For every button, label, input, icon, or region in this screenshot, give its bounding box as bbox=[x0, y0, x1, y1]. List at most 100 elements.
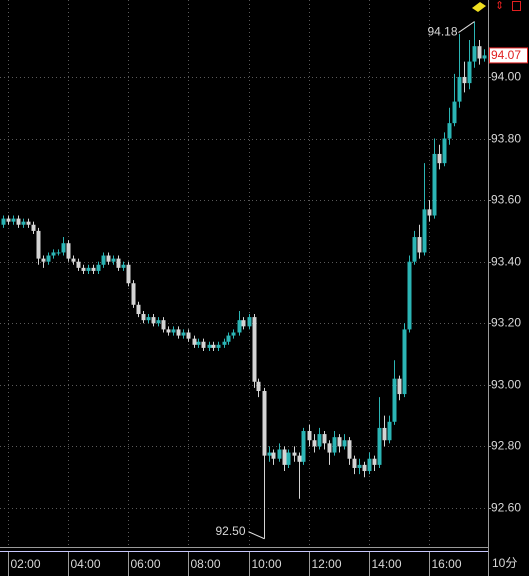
candle-body bbox=[46, 255, 51, 262]
candle-body bbox=[237, 320, 242, 333]
candle-body bbox=[86, 267, 91, 271]
candle-body bbox=[322, 434, 327, 444]
candle-body bbox=[432, 153, 437, 216]
last-price-box bbox=[489, 47, 528, 64]
candle-body bbox=[352, 458, 357, 468]
x-tick-label: 10:00 bbox=[252, 557, 282, 571]
candle-body bbox=[136, 304, 141, 315]
candle-body bbox=[66, 243, 71, 259]
candle-body bbox=[11, 218, 16, 222]
candle-body bbox=[301, 431, 306, 462]
candle-body bbox=[467, 61, 472, 84]
y-tick-label: 93.00 bbox=[491, 378, 521, 392]
candle-body bbox=[447, 123, 452, 139]
candle-body bbox=[241, 320, 246, 327]
candle-body bbox=[131, 283, 136, 305]
x-tick-label: 04:00 bbox=[71, 557, 101, 571]
candle-body bbox=[387, 421, 392, 441]
candle-body bbox=[126, 264, 131, 284]
candle-body bbox=[216, 344, 221, 348]
candle-body bbox=[96, 264, 101, 271]
candle-body bbox=[201, 341, 206, 348]
y-tick-label: 92.60 bbox=[491, 501, 521, 515]
x-tick-label: 06:00 bbox=[131, 557, 161, 571]
candle-body bbox=[297, 455, 302, 462]
y-tick-label: 93.60 bbox=[491, 193, 521, 207]
candle-body bbox=[31, 224, 36, 231]
candle-body bbox=[262, 390, 267, 456]
x-tick-label: 12:00 bbox=[312, 557, 342, 571]
y-tick-label: 93.40 bbox=[491, 255, 521, 269]
candle-body bbox=[457, 76, 462, 102]
candle-body bbox=[342, 440, 347, 447]
candle-body bbox=[116, 258, 121, 268]
candle-body bbox=[286, 452, 291, 465]
candle-body bbox=[36, 230, 41, 259]
candle-body bbox=[181, 332, 186, 336]
candle-body bbox=[56, 252, 61, 254]
candle-body bbox=[422, 209, 427, 253]
candle-body bbox=[377, 427, 382, 465]
candle-body bbox=[51, 252, 56, 256]
candle-body bbox=[252, 317, 257, 382]
candle-body bbox=[292, 452, 297, 456]
y-tick-label: 93.20 bbox=[491, 316, 521, 330]
candle-body bbox=[437, 153, 442, 164]
candle-body bbox=[247, 317, 252, 327]
icon-box[interactable] bbox=[512, 1, 521, 11]
candle-body bbox=[176, 329, 181, 336]
candle-body bbox=[6, 218, 11, 222]
candle-body bbox=[91, 267, 96, 271]
candle-body bbox=[226, 335, 231, 342]
candle-body bbox=[417, 237, 422, 253]
last-price-label: 94.07 bbox=[491, 48, 521, 62]
candle-body bbox=[156, 320, 161, 324]
candle-body bbox=[317, 434, 322, 447]
candle-body bbox=[186, 332, 191, 339]
candle-body bbox=[462, 76, 467, 84]
candle-body bbox=[256, 381, 261, 391]
low-label: 92.50 bbox=[215, 524, 245, 538]
icon-marker[interactable] bbox=[472, 2, 486, 12]
candle-body bbox=[397, 378, 402, 395]
candle-body bbox=[452, 101, 457, 124]
candle-body bbox=[357, 464, 362, 468]
candle-body bbox=[372, 458, 377, 465]
candle-body bbox=[76, 261, 81, 268]
candle-body bbox=[141, 314, 146, 321]
candle-body bbox=[192, 338, 197, 345]
candle-body bbox=[121, 264, 126, 268]
candle-body bbox=[207, 344, 212, 348]
candle-body bbox=[1, 218, 6, 225]
candle-body bbox=[282, 449, 287, 465]
candle-body bbox=[71, 258, 76, 262]
candle-body bbox=[166, 329, 171, 333]
candle-body bbox=[332, 437, 337, 453]
candle-body bbox=[222, 341, 227, 345]
candle-body bbox=[231, 332, 236, 336]
candle-body bbox=[267, 452, 272, 456]
candle-body bbox=[442, 138, 447, 164]
candle-body bbox=[367, 458, 372, 472]
candle-body bbox=[81, 267, 86, 271]
candle-body bbox=[477, 46, 482, 59]
candle-body bbox=[146, 317, 151, 321]
candle-body bbox=[407, 261, 412, 330]
high-label: 94.18 bbox=[427, 25, 457, 39]
candle-body bbox=[26, 221, 31, 225]
candle-body bbox=[41, 258, 46, 262]
candle-body bbox=[106, 255, 111, 262]
y-tick-label: 92.80 bbox=[491, 439, 521, 453]
y-tick-label: 94.00 bbox=[491, 70, 521, 84]
x-tick-label: 14:00 bbox=[372, 557, 402, 571]
candle-body bbox=[392, 378, 397, 422]
icon-arrow[interactable]: ⇕ bbox=[495, 0, 504, 12]
candle-body bbox=[161, 320, 166, 330]
x-tick-label: 08:00 bbox=[191, 557, 221, 571]
candle-body bbox=[277, 449, 282, 459]
candle-body bbox=[337, 437, 342, 447]
candle-body bbox=[362, 464, 367, 472]
candle-body bbox=[382, 427, 387, 441]
candle-body bbox=[327, 443, 332, 453]
